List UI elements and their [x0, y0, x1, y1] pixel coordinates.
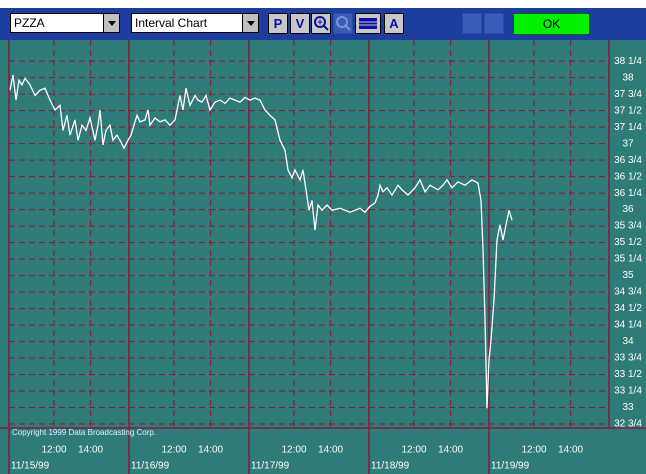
- price-line: [9, 74, 513, 409]
- zoom-out-icon: [336, 16, 351, 31]
- zoom-in-icon: [314, 16, 329, 31]
- date-label: 11/15/99: [11, 461, 50, 472]
- x-tick-label: 12:00: [521, 445, 546, 456]
- disabled-button[interactable]: [484, 13, 504, 34]
- x-tick-label: 12:00: [401, 445, 426, 456]
- table-icon: [359, 18, 377, 29]
- chart-type-text: Interval Chart: [135, 16, 208, 30]
- combo-arrow[interactable]: [103, 14, 119, 32]
- chart: 38 1/4 38 37 3/4 37 1/2 37 1/4 37 36 3/4 36 1/2…: [0, 40, 646, 474]
- y-tick-label: 32 3/4: [614, 419, 642, 430]
- y-tick-label: 34 1/2: [614, 303, 642, 314]
- y-tick-label: 36 3/4: [614, 155, 642, 166]
- y-tick-label: 37 1/2: [614, 105, 642, 116]
- y-tick-label: 35 3/4: [614, 221, 642, 232]
- y-tick-label: 35 1/4: [614, 254, 642, 265]
- x-tick-label: 12:00: [281, 445, 306, 456]
- y-tick-label: 36 1/4: [614, 188, 642, 199]
- ba-button[interactable]: [462, 13, 482, 34]
- symbol-text: PZZA: [14, 16, 45, 30]
- table-button[interactable]: [355, 13, 381, 34]
- zoom-out-button[interactable]: [333, 13, 353, 34]
- x-tick-label: 14:00: [558, 445, 583, 456]
- y-tick-label: 38: [622, 72, 634, 83]
- date-label: 11/16/99: [131, 461, 170, 472]
- x-tick-label: 12:00: [161, 445, 186, 456]
- date-label: 11/19/99: [491, 461, 530, 472]
- y-tick-label: 33 1/4: [614, 386, 642, 397]
- y-tick-label: 34: [622, 336, 634, 347]
- date-label: 11/18/99: [371, 461, 410, 472]
- y-tick-label: 37: [622, 138, 634, 149]
- x-tick-label: 14:00: [438, 445, 463, 456]
- y-tick-label: 35: [622, 270, 634, 281]
- y-tick-label: 34 1/4: [614, 320, 642, 331]
- symbol-combo[interactable]: PZZA: [10, 13, 120, 33]
- toolbar: PZZA Interval Chart P V A OK: [0, 8, 646, 40]
- x-tick-label: 14:00: [78, 445, 103, 456]
- y-tick-label: 33 1/2: [614, 369, 642, 380]
- x-tick-label: 14:00: [318, 445, 343, 456]
- x-tick-label: 14:00: [198, 445, 223, 456]
- y-tick-label: 33: [622, 402, 634, 413]
- p-button[interactable]: P: [268, 13, 288, 34]
- y-tick-label: 36 1/2: [614, 171, 642, 182]
- date-label: 11/17/99: [251, 461, 290, 472]
- a-button[interactable]: A: [384, 13, 404, 34]
- y-tick-label: 36: [622, 204, 634, 215]
- y-tick-label: 38 1/4: [614, 56, 642, 67]
- v-button[interactable]: V: [290, 13, 310, 34]
- ok-button[interactable]: OK: [513, 13, 590, 35]
- zoom-in-button[interactable]: [311, 13, 331, 34]
- y-tick-label: 37 1/4: [614, 122, 642, 133]
- y-tick-label: 34 3/4: [614, 287, 642, 298]
- y-tick-label: 35 1/2: [614, 237, 642, 248]
- y-tick-label: 33 3/4: [614, 353, 642, 364]
- copyright: Copyright 1999 Data Broadcasting Corp.: [12, 428, 156, 437]
- y-tick-label: 37 3/4: [614, 89, 642, 100]
- chart-type-combo[interactable]: Interval Chart: [131, 13, 259, 33]
- chart-background: [0, 40, 646, 474]
- combo-arrow[interactable]: [242, 14, 258, 32]
- x-tick-label: 12:00: [41, 445, 66, 456]
